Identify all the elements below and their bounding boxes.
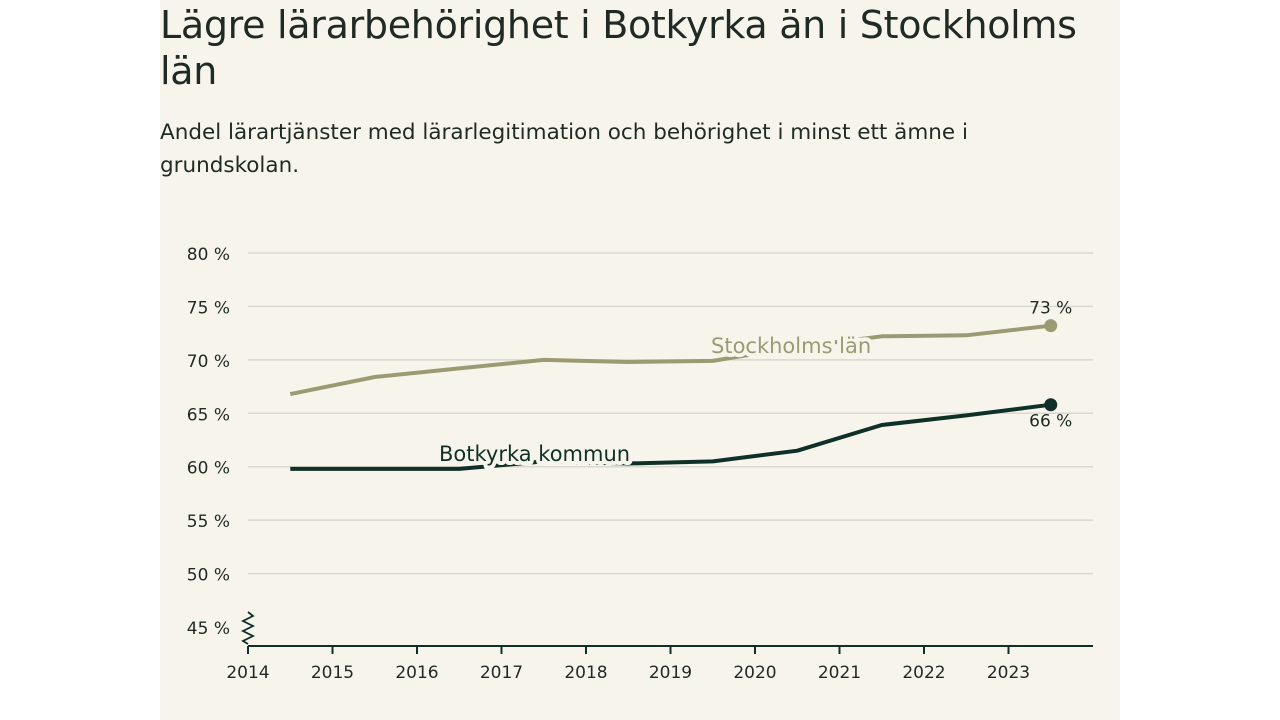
x-tick-label: 2023 (987, 663, 1030, 683)
y-tick-label: 65 % (187, 405, 230, 425)
x-tick-label: 2018 (564, 663, 607, 683)
chart-panel: Lägre lärarbehörighet i Botkyrka än i St… (160, 0, 1120, 720)
series-line-stockholm (289, 323, 1052, 397)
x-tick-label: 2016 (395, 663, 438, 683)
y-tick-label: 50 % (187, 566, 230, 586)
axis-break-mark (240, 611, 256, 645)
y-tick-label: 80 % (187, 245, 230, 265)
x-tick-label: 2015 (311, 663, 354, 683)
end-value-label-botkyrka: 66 % (1029, 412, 1072, 432)
x-tick-label: 2022 (902, 663, 945, 683)
series-label-botkyrka: Botkyrka kommun (439, 442, 630, 466)
end-value-label-stockholm: 73 % (1029, 299, 1072, 319)
series-label-stockholm: Stockholms län (711, 334, 871, 358)
x-tick-label: 2017 (480, 663, 523, 683)
x-axis (240, 611, 1093, 654)
line-chart: 45 %50 %55 %60 %65 %70 %75 %80 % 2014 201… (187, 245, 1093, 683)
x-axis-tick-labels: 2014 2015 2016 2017 2018 2019 2020 2021 2022 2023 (226, 663, 1030, 683)
end-marker-stockholm (1044, 319, 1058, 333)
x-tick-label: 2020 (733, 663, 776, 683)
y-axis-tick-labels: 45 % 50 % 55 % 60 % 65 % 70 % 75 % 80 % (187, 245, 230, 639)
x-tick-label: 2021 (818, 663, 861, 683)
chart-title: Lägre lärarbehörighet i Botkyrka än i St… (160, 3, 1077, 93)
y-tick-label: 70 % (187, 352, 230, 372)
gridlines (248, 252, 1093, 575)
y-tick-label: 45 % (187, 619, 230, 639)
x-tick-label: 2019 (649, 663, 692, 683)
y-tick-label: 75 % (187, 298, 230, 318)
x-tick-label: 2014 (226, 663, 269, 683)
series-line-botkyrka (290, 402, 1052, 471)
series-lines (289, 319, 1058, 471)
series-labels: 73 % 66 % Stockholms län Botkyrka kommun (435, 299, 1072, 470)
end-marker-botkyrka (1044, 398, 1058, 412)
y-tick-label: 60 % (187, 459, 230, 479)
chart-subtitle: Andel lärartjänster med lärarlegitimatio… (160, 120, 968, 178)
y-tick-label: 55 % (187, 512, 230, 532)
